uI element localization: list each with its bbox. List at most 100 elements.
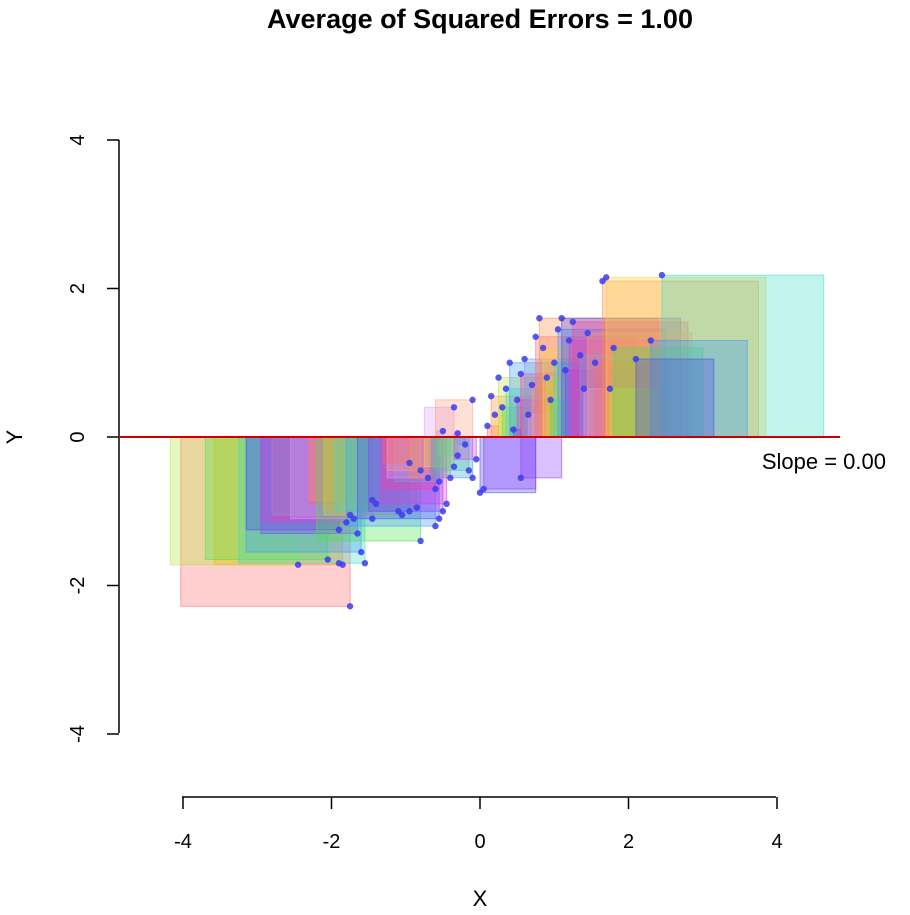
squared-error-square [382, 436, 410, 464]
data-point [473, 456, 480, 463]
data-point [502, 385, 510, 392]
x-tick-label: 2 [623, 831, 634, 853]
data-point [443, 500, 450, 508]
data-point [424, 474, 432, 482]
squared-error-square [613, 347, 704, 438]
data-point [435, 478, 443, 485]
data-point [346, 511, 354, 519]
data-point [543, 374, 551, 381]
squared-error-square [271, 436, 351, 516]
y-tick-label: -2 [67, 577, 89, 595]
y-tick-label: 2 [67, 283, 89, 294]
data-point [439, 508, 447, 515]
data-point [469, 396, 476, 404]
data-point [324, 556, 331, 563]
data-point [335, 560, 343, 567]
data-point [335, 526, 343, 534]
x-tick-label: -2 [323, 831, 341, 853]
data-point [432, 522, 439, 530]
y-tick-label: 4 [67, 134, 89, 145]
data-point [361, 560, 369, 567]
data-point [525, 411, 532, 418]
data-point [517, 474, 525, 482]
data-point [565, 337, 573, 344]
data-point [491, 411, 499, 418]
y-tick-label: 0 [67, 431, 89, 442]
slope-annotation: Slope = 0.00 [762, 449, 886, 474]
squared-error-square [204, 436, 329, 561]
squared-error-square [180, 436, 351, 607]
data-point [632, 355, 640, 363]
data-point [354, 530, 361, 537]
y-tick-label: -4 [67, 725, 89, 743]
squared-error-square [423, 406, 455, 438]
data-point [510, 426, 517, 433]
data-point [454, 452, 461, 459]
data-point [435, 515, 443, 522]
data-point [528, 381, 536, 389]
x-tick-label: 4 [771, 831, 782, 853]
data-point [294, 561, 302, 568]
data-point [647, 337, 654, 344]
x-axis: -4 -2 0 2 4 [174, 796, 783, 853]
squared-error-square [386, 436, 422, 471]
x-axis-label: X [473, 886, 488, 910]
data-point [580, 385, 588, 392]
data-point [517, 370, 525, 378]
data-point [506, 359, 513, 366]
data-point [487, 392, 495, 400]
squared-error-square [214, 436, 344, 566]
data-point [591, 359, 599, 366]
squared-error-square [290, 436, 373, 520]
data-point [454, 430, 461, 437]
data-point [499, 404, 506, 411]
squared-error-square [323, 436, 403, 516]
squared-error-square [169, 436, 299, 566]
data-point [398, 511, 406, 519]
squared-error-square [271, 436, 355, 520]
x-tick-label: -4 [174, 831, 192, 853]
data-point [369, 515, 376, 522]
squared-error-square [583, 388, 633, 438]
data-point [406, 459, 413, 467]
data-point [532, 333, 539, 340]
squared-error-square [635, 358, 715, 438]
data-point [562, 366, 569, 374]
data-point [461, 441, 469, 448]
data-point [606, 385, 614, 392]
squared-error-square [245, 436, 362, 553]
data-point [413, 504, 421, 511]
squared-error-square [308, 436, 377, 505]
data-point [465, 467, 473, 474]
data-point [358, 548, 365, 556]
data-point [343, 519, 350, 526]
data-point [346, 603, 354, 610]
data-point [536, 315, 543, 322]
data-point [417, 537, 424, 545]
y-axis: -4 -2 0 2 4 [67, 134, 120, 743]
y-axis-label: Y [2, 429, 27, 444]
squared-error-square [661, 274, 825, 438]
data-point [610, 344, 617, 352]
data-point [513, 396, 521, 404]
squared-error-square [587, 332, 693, 438]
data-point [450, 463, 458, 470]
data-point [603, 274, 610, 281]
squared-error-square [260, 436, 347, 523]
data-point [539, 344, 547, 352]
squared-error-square [368, 436, 444, 512]
squared-error-square [650, 339, 748, 438]
squared-error-square [245, 436, 340, 531]
data-point [417, 467, 424, 474]
data-point [584, 329, 591, 337]
data-points [294, 271, 666, 610]
data-point [439, 427, 447, 435]
squared-error-square [408, 436, 451, 479]
squared-error-square [605, 276, 767, 438]
data-point [551, 359, 558, 366]
data-point [547, 396, 554, 404]
squared-error-square [520, 436, 563, 479]
data-point [658, 271, 666, 279]
